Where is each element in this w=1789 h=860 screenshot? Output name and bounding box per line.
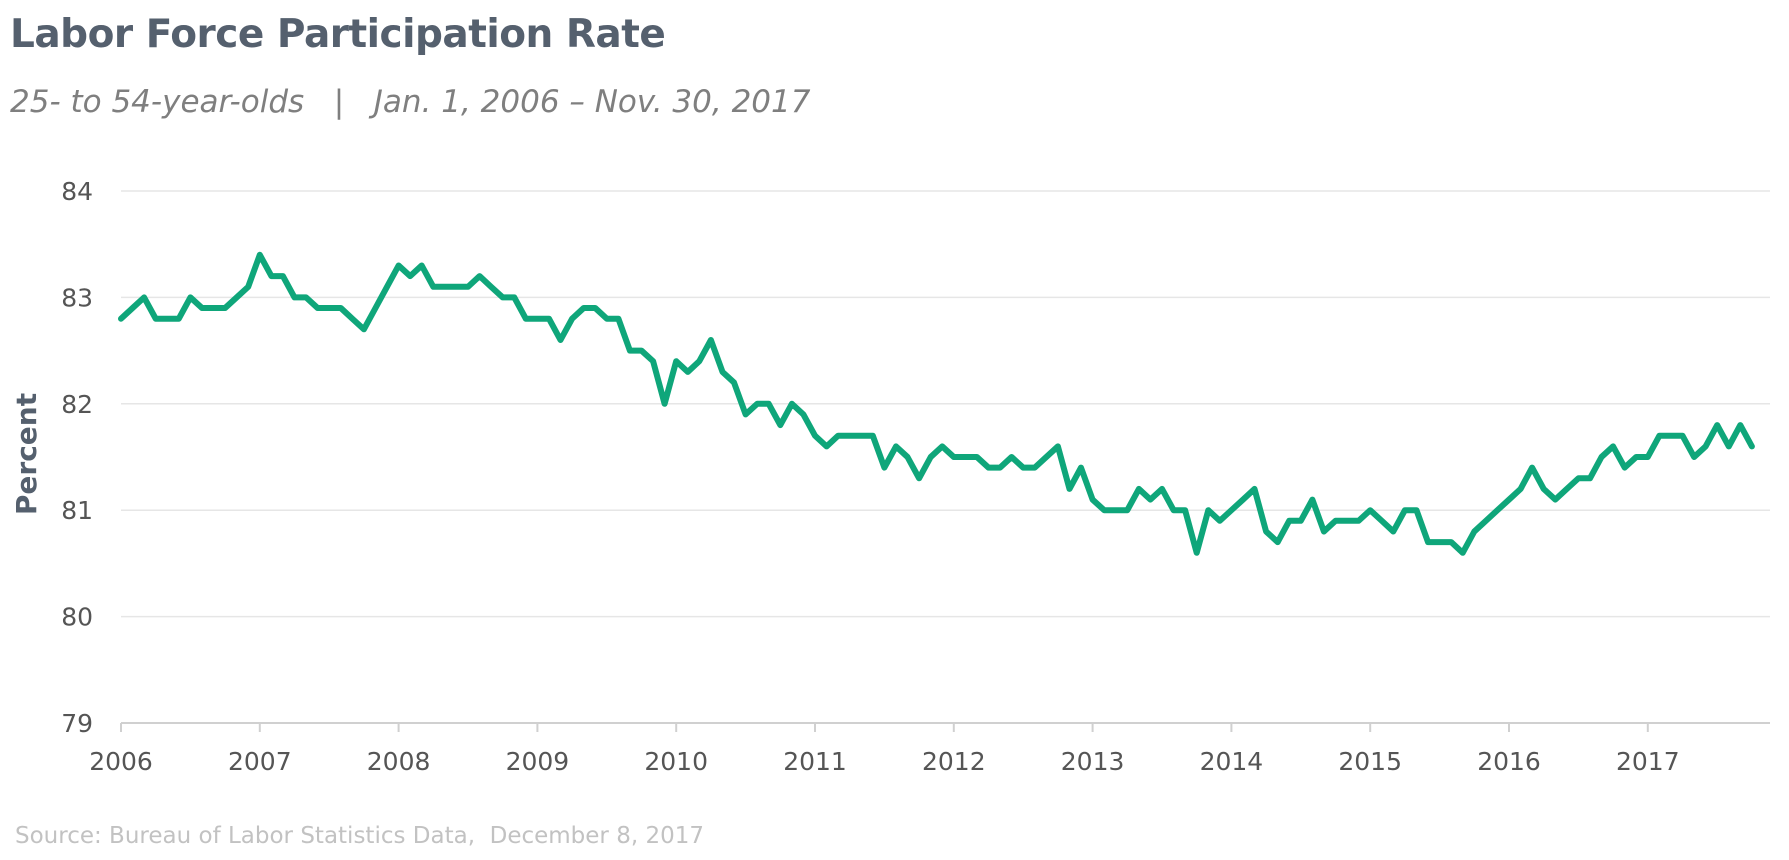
- x-tick-label: 2007: [228, 747, 292, 776]
- y-tick-label: 80: [61, 603, 93, 632]
- x-tick-label: 2008: [367, 747, 431, 776]
- x-tick-label: 2010: [644, 747, 708, 776]
- chart-title: Labor Force Participation Rate: [10, 12, 666, 57]
- line-chart: 84 83 82 81 80 79 2006 2007 2008 2009 2010 2011 201…: [10, 177, 1770, 776]
- gridlines: [121, 190, 1770, 724]
- source-note: Source: Bureau of Labor Statistics Data,…: [15, 823, 704, 849]
- x-tick-label: 2012: [922, 747, 986, 776]
- y-axis-ticks: 84 83 82 81 80 79: [61, 177, 93, 738]
- x-tick-label: 2006: [89, 747, 153, 776]
- series-line: [118, 251, 1755, 556]
- x-tick-label: 2011: [783, 747, 847, 776]
- x-axis-ticks: 2006 2007 2008 2009 2010 2011 2012 2013 2014 2015…: [89, 723, 1680, 776]
- x-tick-label: 2009: [506, 747, 570, 776]
- x-tick-label: 2013: [1061, 747, 1125, 776]
- series-layer: [118, 251, 1755, 556]
- chart-subtitle: 25- to 54-year-olds | Jan. 1, 2006 – Nov…: [10, 84, 811, 120]
- y-tick-label: 83: [61, 283, 93, 312]
- y-tick-label: 81: [61, 496, 93, 525]
- y-axis-label: Percent: [10, 393, 43, 515]
- x-tick-label: 2016: [1477, 747, 1541, 776]
- x-tick-label: 2015: [1338, 747, 1402, 776]
- y-tick-label: 79: [61, 709, 93, 738]
- y-tick-label: 82: [61, 390, 93, 419]
- y-tick-label: 84: [61, 177, 93, 206]
- x-tick-label: 2017: [1616, 747, 1680, 776]
- x-tick-label: 2014: [1200, 747, 1264, 776]
